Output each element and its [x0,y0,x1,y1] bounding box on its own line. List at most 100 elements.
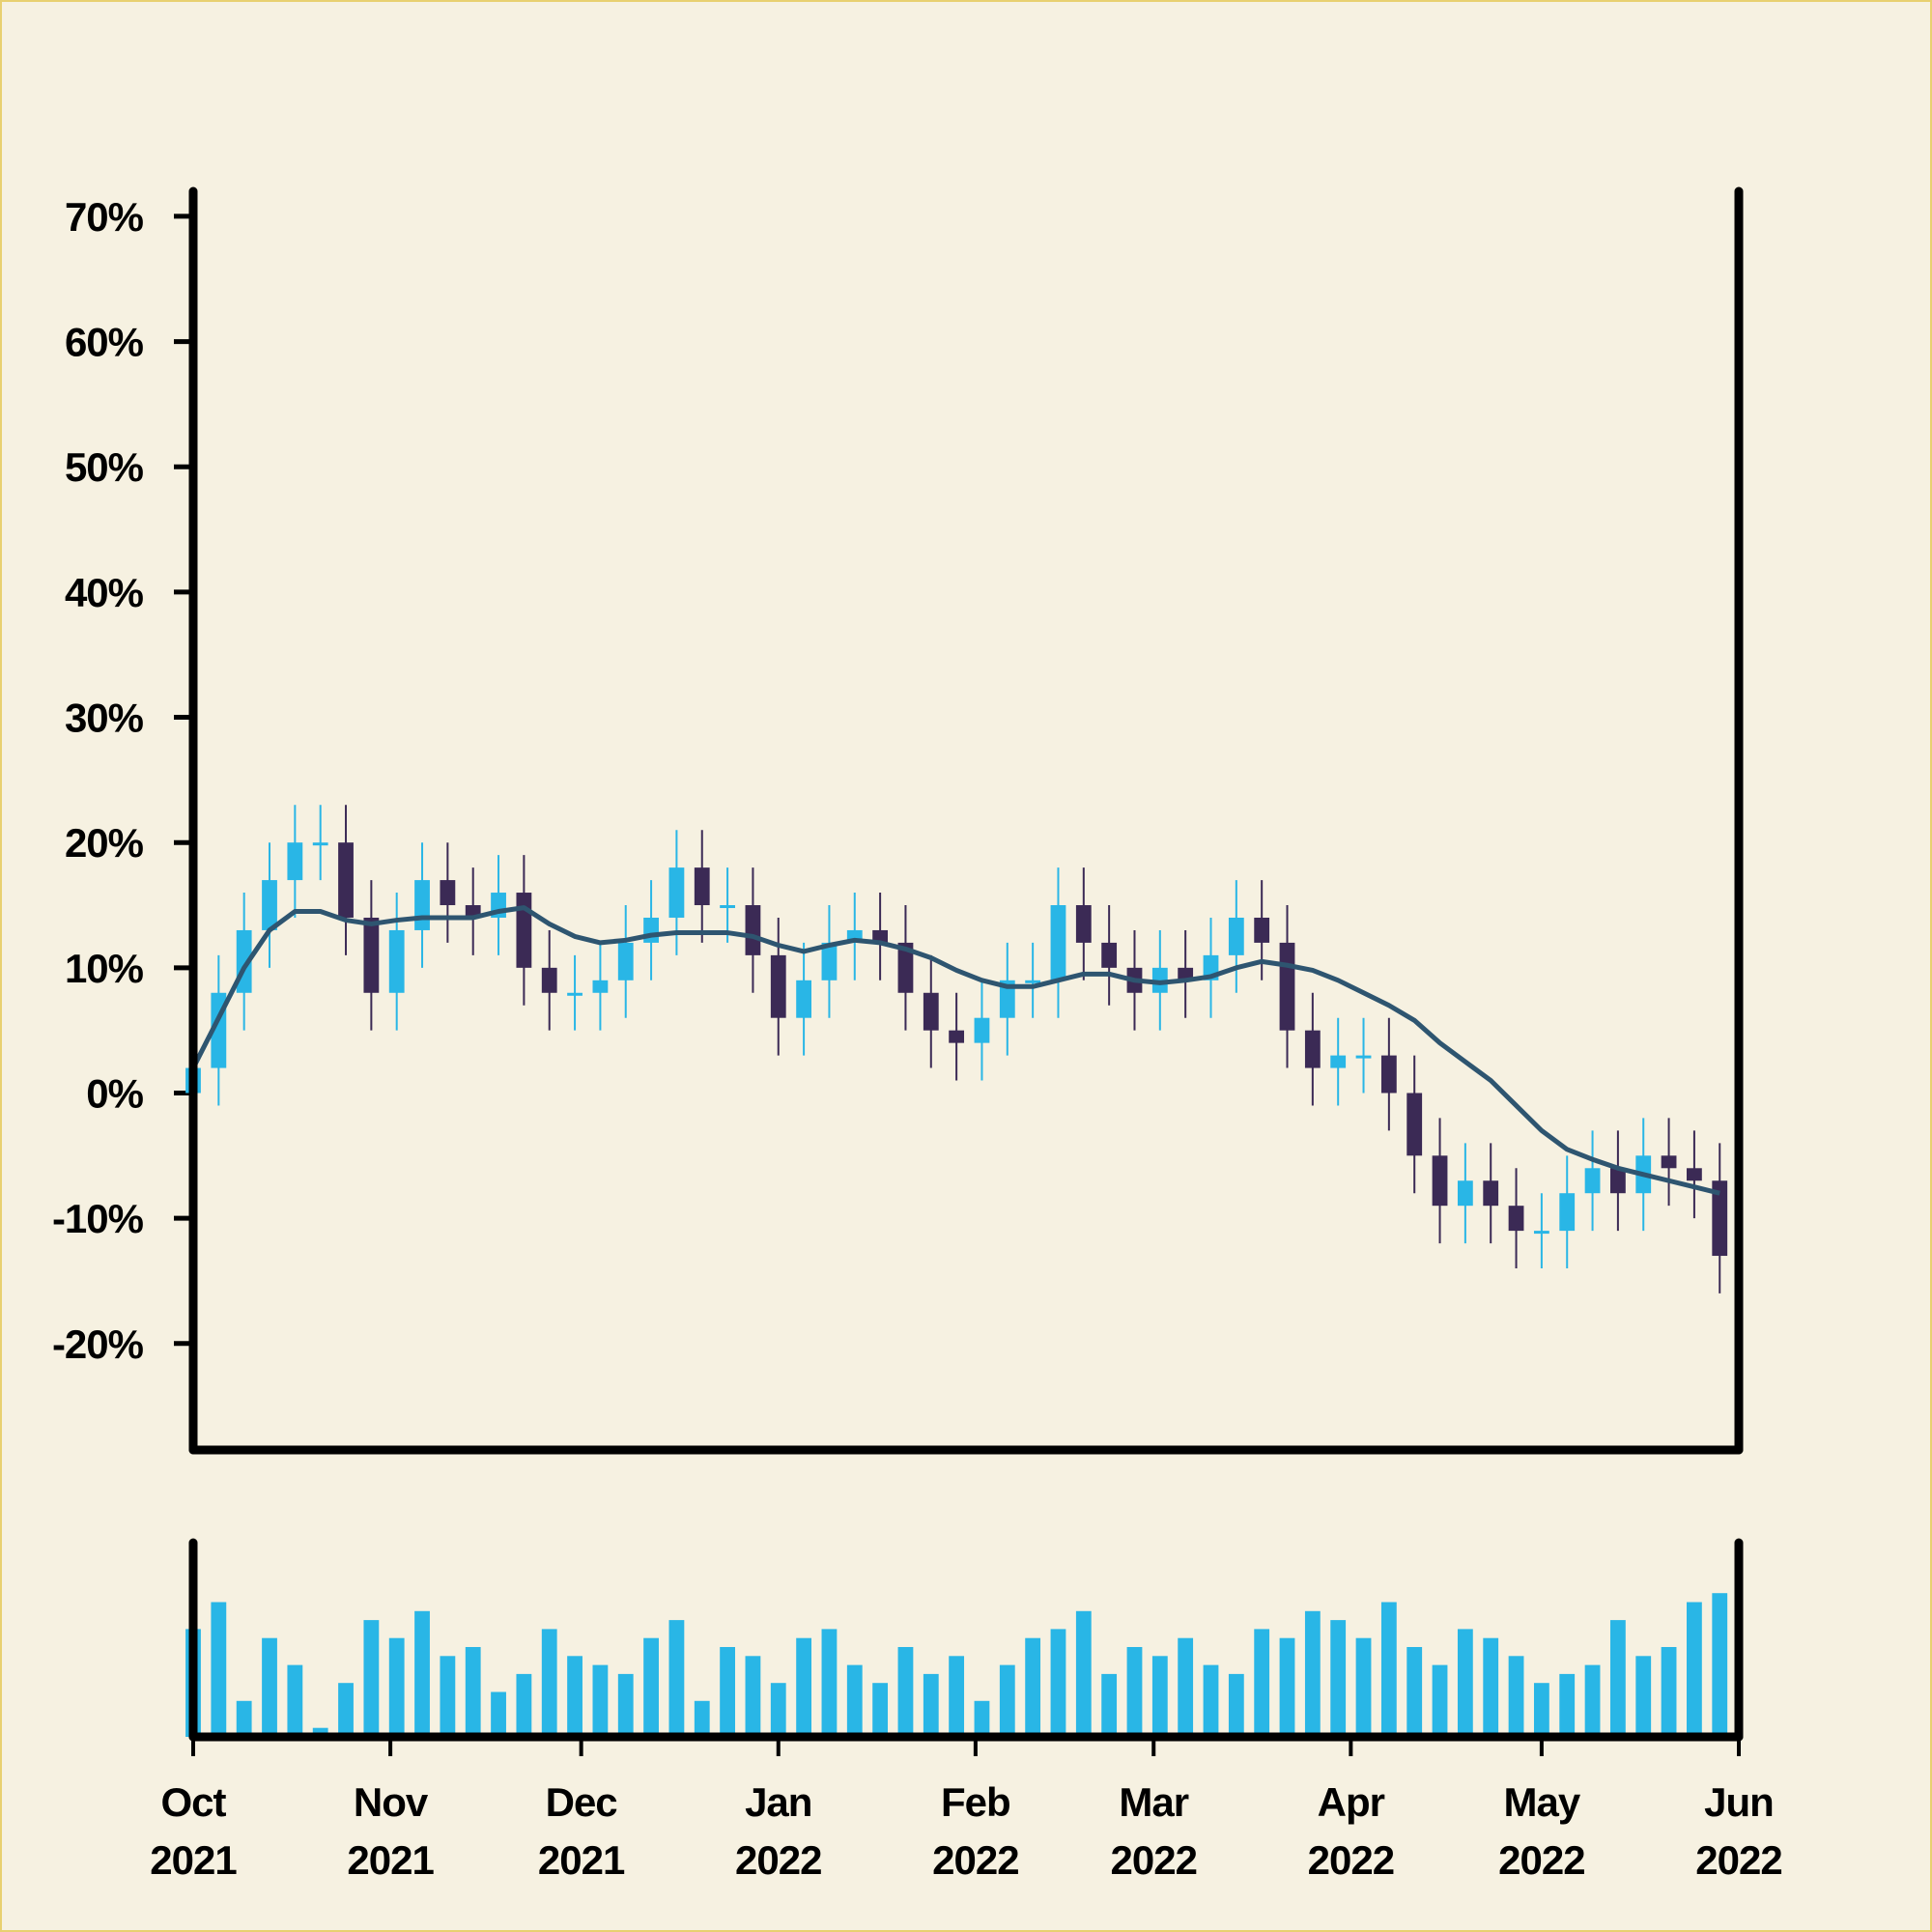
x-tick-label: 2021 [538,1837,625,1883]
volume-bar [1533,1683,1549,1737]
volume-bar [567,1656,582,1737]
volume-bar [1457,1629,1473,1737]
volume-bar [592,1664,609,1737]
candle-body [1432,1155,1448,1207]
volume-bar [1687,1602,1702,1737]
x-tick-label: 2022 [932,1837,1018,1883]
candle-body [414,880,430,930]
volume-bar [1661,1647,1677,1737]
candle-body [262,880,277,930]
candle-body [1101,942,1118,968]
volume-bar [999,1664,1015,1737]
candle-body [872,929,889,943]
candle-body [1661,1155,1677,1169]
volume-bar [1483,1637,1499,1737]
x-tick-label: Nov [354,1779,429,1825]
volume-bar [1126,1647,1143,1737]
volume-bar [1559,1673,1576,1737]
volume-bar [338,1683,354,1737]
x-tick-label: Dec [546,1779,618,1825]
x-tick-label: Mar [1119,1779,1188,1825]
volume-bar [1330,1620,1347,1737]
volume-bar [312,1727,328,1737]
candle-body [1050,905,1066,980]
volume-bar [923,1673,939,1737]
candle-body [363,917,380,993]
candle-body [668,867,685,918]
candle-body [592,980,609,993]
volume-bar [287,1664,303,1737]
candle-body [1508,1206,1524,1232]
volume-bar [262,1637,277,1737]
candle-body [770,954,786,1018]
x-tick-label: 2021 [347,1837,434,1883]
candle-body [1304,1030,1321,1068]
candle-body [1406,1093,1423,1156]
volume-bar [872,1683,889,1737]
candle-body [617,942,634,980]
y-tick-label: 60% [65,320,144,365]
candle-body [567,992,582,996]
candle-body [541,967,557,993]
volume-bar [414,1610,430,1737]
volume-bar [770,1683,786,1737]
candle-body [1687,1168,1702,1181]
x-tick-label: Feb [941,1779,1010,1825]
candle-body [1151,967,1168,993]
candle-body [1178,967,1194,980]
volume-bar [1203,1664,1219,1737]
volume-bar [1101,1673,1118,1737]
x-tick-label: May [1504,1779,1581,1825]
volume-bar [440,1656,456,1737]
volume-bar [541,1629,557,1737]
volume-bar [1712,1593,1728,1737]
x-tick-label: Apr [1318,1779,1385,1825]
x-tick-label: Jan [745,1779,811,1825]
candle-body [1228,917,1244,955]
y-tick-label: -20% [52,1321,144,1367]
candle-body [287,842,303,881]
candle-body [745,905,761,955]
volume-bar [1432,1664,1448,1737]
candle-body [897,942,914,993]
candle-body [643,917,659,943]
volume-bar [949,1656,965,1737]
y-tick-label: 30% [65,696,144,741]
volume-bar [236,1700,252,1737]
volume-bar [1355,1637,1372,1737]
x-tick-label: 2022 [1695,1837,1781,1883]
volume-bar [617,1673,634,1737]
volume-bar [643,1637,659,1737]
candle-body [1483,1180,1499,1207]
candle-body [1279,942,1295,1031]
candle-body [1254,917,1270,943]
volume-bar [1584,1664,1601,1737]
candle-body [1330,1055,1347,1068]
volume-bar [388,1637,405,1737]
candle-body [516,893,532,968]
x-tick-label: 2022 [735,1837,821,1883]
y-tick-label: 40% [65,570,144,615]
candle-body [1075,905,1092,943]
candle-body [338,842,354,918]
x-tick-label: 2022 [1308,1837,1394,1883]
y-tick-label: 0% [86,1070,143,1116]
candle-body [999,980,1015,1018]
volume-bar [516,1673,532,1737]
candle-body [694,867,710,906]
x-tick-label: 2021 [150,1837,237,1883]
volume-bar [668,1620,685,1737]
volume-bar [1228,1673,1244,1737]
candle-body [1712,1180,1728,1257]
candle-body [1380,1055,1397,1094]
y-tick-label: 20% [65,820,144,866]
volume-bar [694,1700,710,1737]
volume-bar [821,1629,838,1737]
moving-average-line [190,905,1720,1196]
volume-bar [1635,1656,1652,1737]
volume-bar [1050,1629,1066,1737]
volume-bar [1406,1647,1423,1737]
volume-bar [1304,1610,1321,1737]
volume-bar [796,1637,811,1737]
